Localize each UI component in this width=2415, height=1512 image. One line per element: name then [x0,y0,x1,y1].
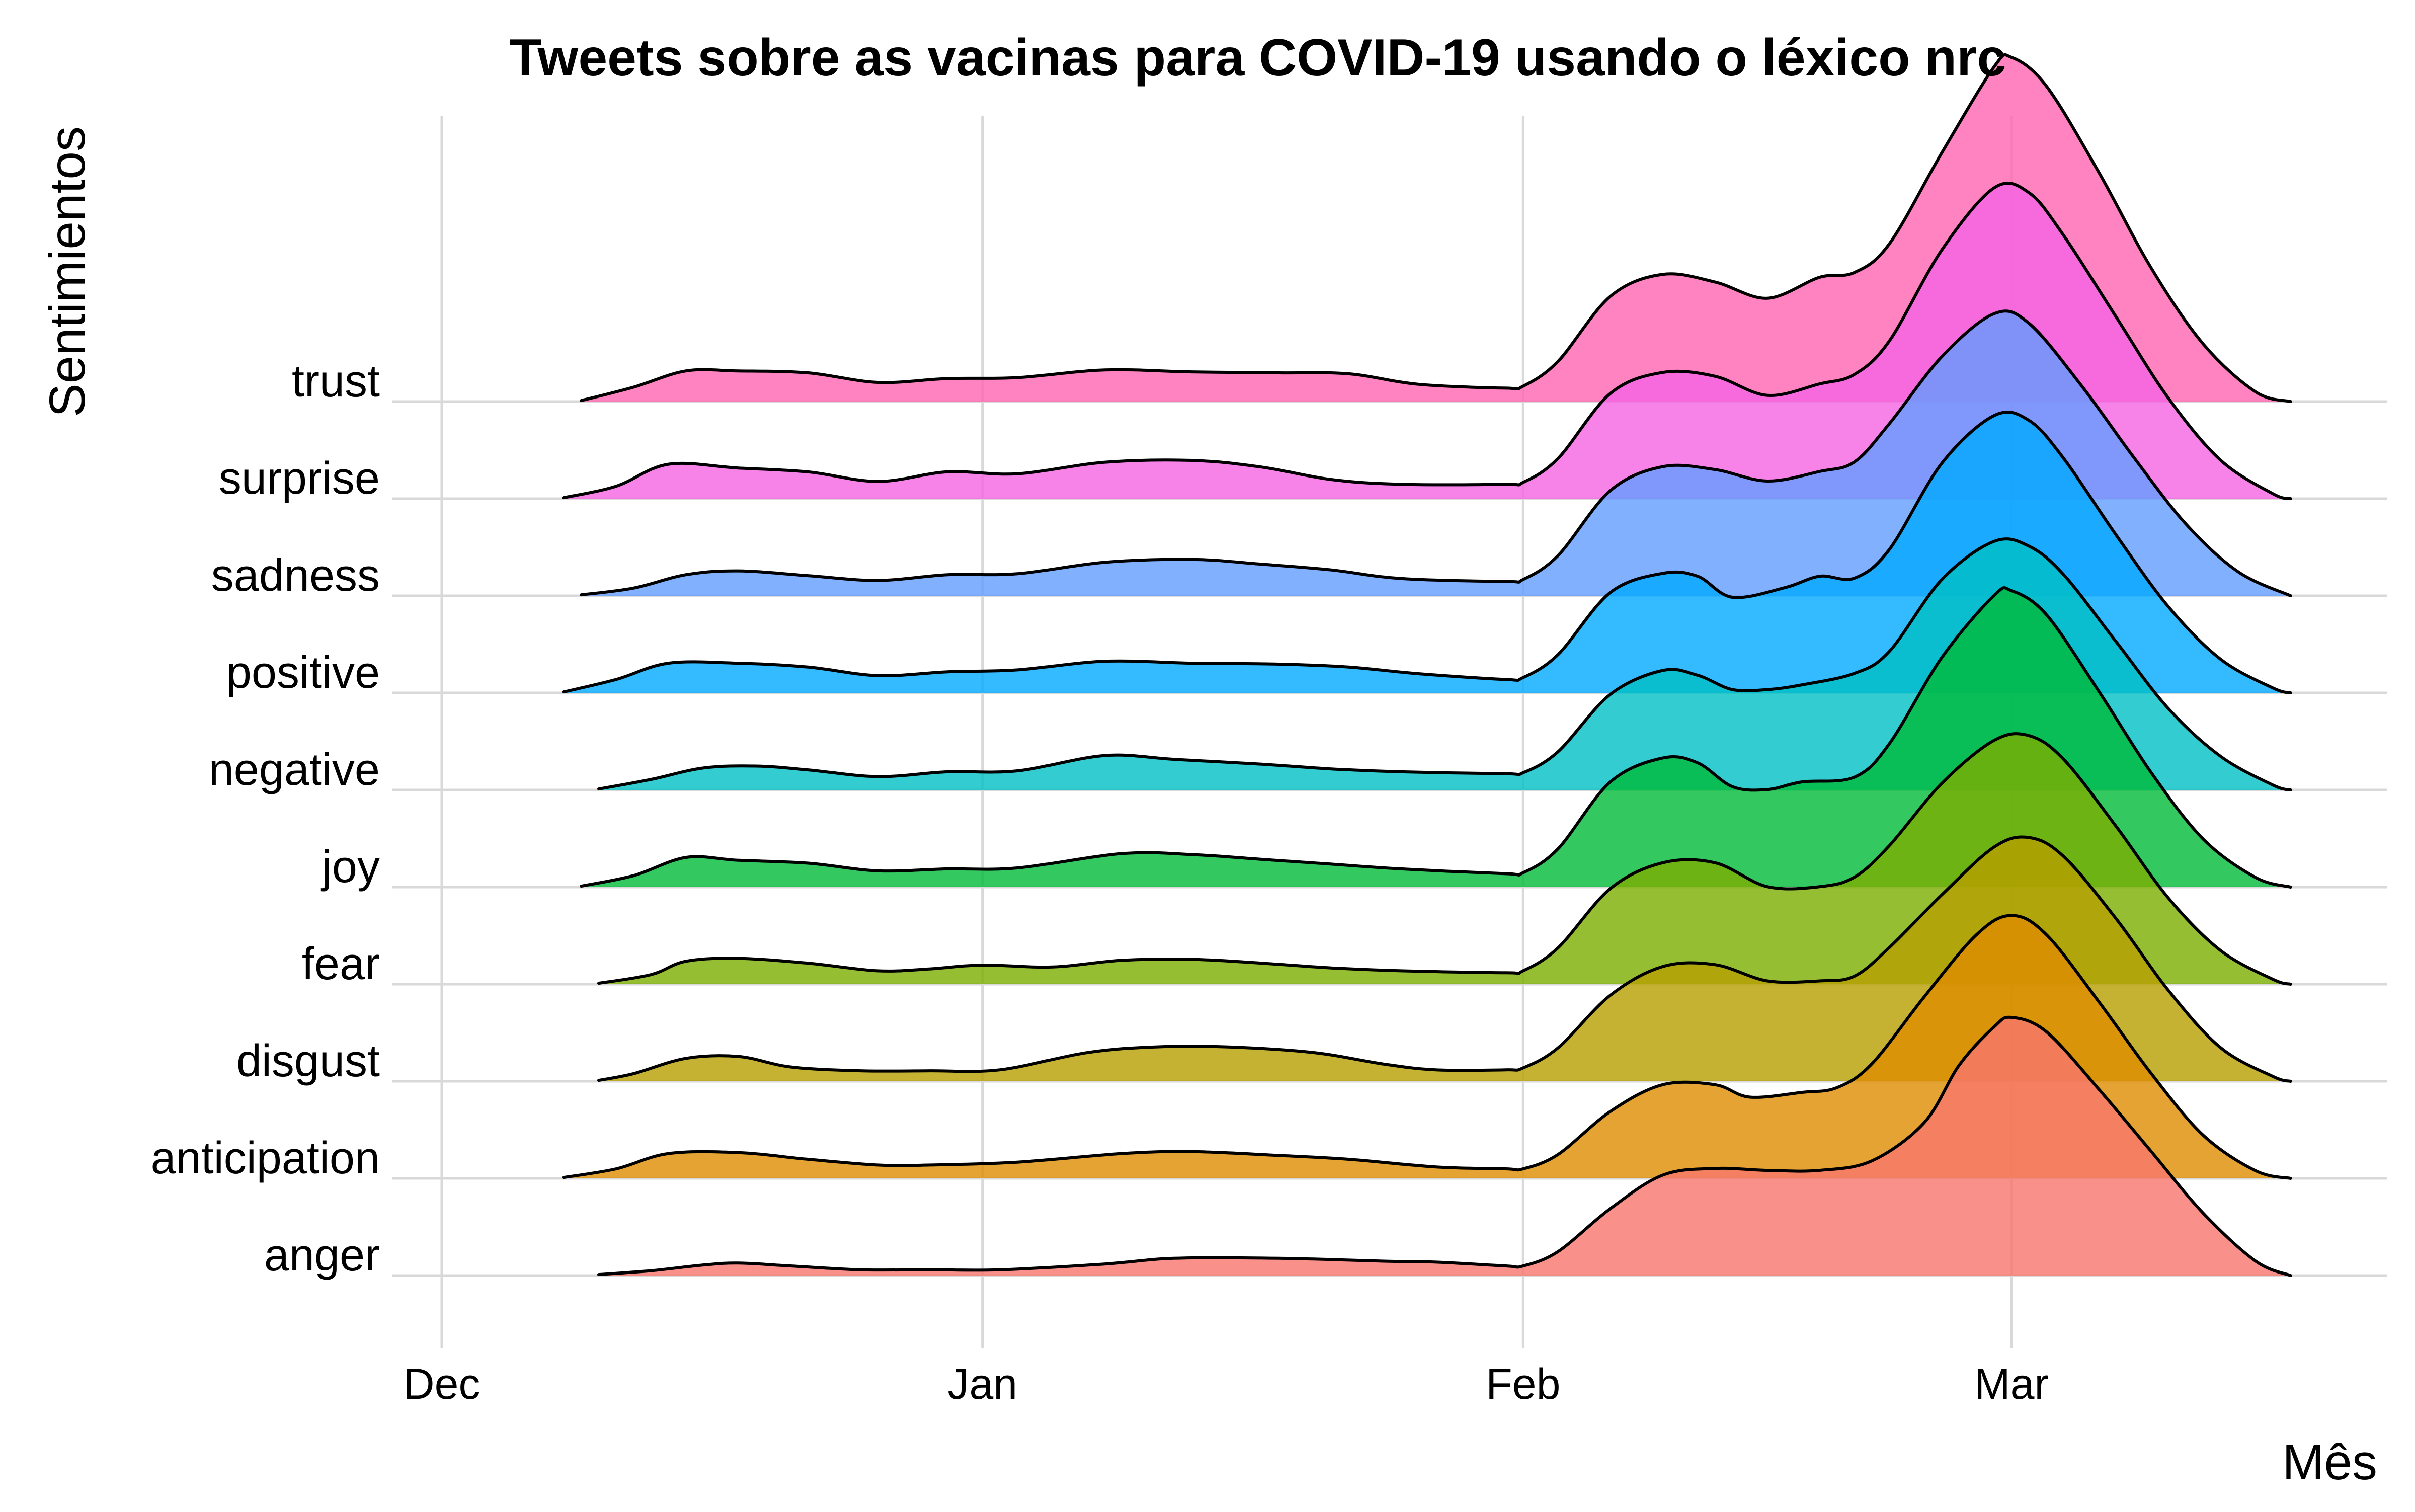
category-label-layer: trust surprise sadness positive negative joy f… [151,356,380,1281]
ridge-fill-disgust [599,837,2291,1081]
x-tick-label: Mar [1974,1360,2049,1408]
ridge-outline-fear [597,732,2292,986]
y-category-label: disgust [236,1036,380,1086]
chart-title: Tweets sobre as vacinas para COVID-19 us… [510,29,2006,87]
y-category-label: joy [320,842,380,892]
ridge-outline-trust [580,53,2292,403]
ridge-outline-joy [580,586,2292,889]
x-axis-title: Mês [2282,1434,2377,1490]
ridge-outline-surprise [562,182,2292,500]
ridge-positive [562,411,2292,694]
ridge-fill-surprise [564,183,2291,499]
y-category-label: fear [302,939,380,989]
ridge-outline-sadness [580,309,2292,597]
y-category-label: sadness [211,550,380,601]
ridge-outline-negative [597,537,2292,791]
ridge-fill-fear [599,734,2291,984]
y-category-label: positive [226,648,380,698]
ridge-trust [580,53,2292,403]
ridge-fill-sadness [581,311,2291,596]
ridge-fill-positive [564,412,2291,693]
ridge-negative [597,537,2292,791]
ridge-fill-joy [581,588,2291,887]
x-tick-label-layer: Dec Jan Feb Mar [404,1360,2049,1408]
y-category-label: negative [209,745,380,795]
ridge-outline-anger [597,1015,2292,1277]
x-tick-label: Jan [947,1360,1017,1408]
ridge-outline-anticipation [562,914,2292,1180]
y-category-label: anger [264,1230,380,1281]
ridge-sadness [580,309,2292,597]
ridge-fill-anger [599,1017,2291,1276]
y-category-label: trust [292,356,380,407]
ridge-fill-anticipation [564,915,2291,1178]
x-tick-label: Feb [1486,1360,1560,1408]
ridge-joy [580,586,2292,889]
ridge-surprise [562,182,2292,500]
ridge-fill-negative [599,539,2291,790]
ridge-layer [562,53,2292,1277]
y-axis-title: Sentimientos [39,126,96,417]
ridge-anticipation [562,914,2292,1180]
ridge-outline-disgust [597,835,2292,1083]
y-category-label: anticipation [151,1133,380,1183]
y-category-label: surprise [219,453,380,504]
x-tick-label: Dec [404,1360,480,1408]
ridge-fill-trust [581,54,2291,402]
ridge-outline-positive [562,411,2292,694]
ridge-fear [597,732,2292,986]
ridge-disgust [597,835,2292,1083]
ridge-anger [597,1015,2292,1277]
